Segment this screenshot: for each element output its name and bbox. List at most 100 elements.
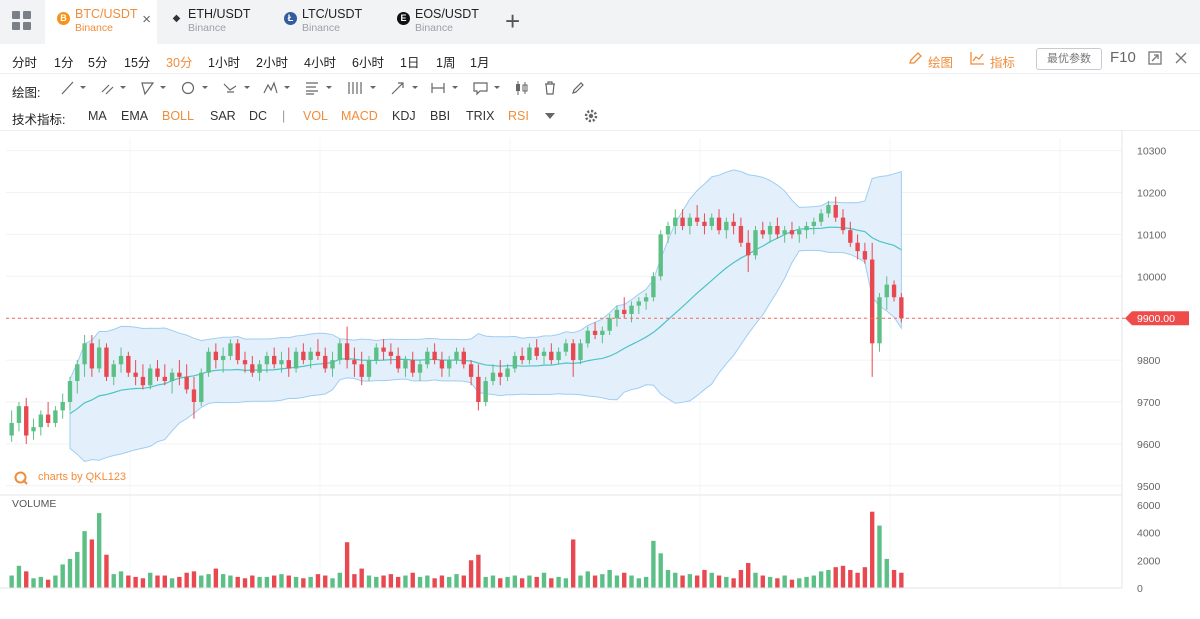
- layout-grid-icon[interactable]: [12, 11, 32, 31]
- indicator-sar[interactable]: SAR: [210, 109, 236, 123]
- candle-body: [731, 221, 736, 226]
- volume-bar: [797, 578, 802, 588]
- period-option[interactable]: 6小时: [352, 56, 384, 70]
- circle-tool-icon[interactable]: [180, 80, 212, 96]
- trash-icon[interactable]: [542, 80, 558, 96]
- candle-body: [811, 221, 817, 226]
- period-option[interactable]: 1日: [400, 56, 420, 70]
- candle-body: [607, 318, 612, 331]
- candle-body: [140, 376, 146, 386]
- indicator-bbi[interactable]: BBI: [430, 109, 451, 123]
- period-option[interactable]: 分时: [12, 56, 38, 70]
- candle-body: [16, 406, 22, 423]
- arrow-tool-icon[interactable]: [390, 80, 422, 96]
- indicator-ma[interactable]: MA: [88, 109, 107, 123]
- candle-body: [104, 347, 109, 377]
- period-option[interactable]: 15分: [124, 56, 151, 70]
- candle-body: [9, 422, 14, 436]
- tab-eos-usdt[interactable]: E EOS/USDT Binance: [385, 0, 497, 44]
- comment-tool-icon[interactable]: [472, 80, 504, 96]
- volume-bar: [330, 578, 335, 588]
- candle-body: [264, 355, 270, 365]
- volume-bar: [271, 575, 277, 588]
- candle-body: [556, 351, 561, 361]
- period-option[interactable]: 2小时: [256, 56, 288, 70]
- period-option[interactable]: 5分: [88, 56, 108, 70]
- volume-bar: [563, 578, 569, 588]
- volume-bar: [323, 575, 328, 588]
- drawing-toolbar: 绘图:: [0, 74, 1200, 102]
- pattern-tool-icon[interactable]: [262, 80, 294, 96]
- text-tool-icon[interactable]: [304, 80, 336, 96]
- volume-bar: [279, 574, 284, 588]
- indicator-dc[interactable]: DC: [249, 109, 268, 123]
- volume-bar: [694, 575, 700, 588]
- parallel-line-tool-icon[interactable]: [100, 80, 130, 96]
- period-option[interactable]: 4小时: [304, 56, 336, 70]
- period-option[interactable]: 1小时: [208, 56, 240, 70]
- indicator-kdj[interactable]: KDJ: [392, 109, 416, 123]
- best-params-button[interactable]: 最优参数: [1036, 48, 1102, 70]
- candle-body: [862, 251, 868, 260]
- fullscreen-icon[interactable]: [1148, 51, 1162, 65]
- indicator-ema[interactable]: EMA: [121, 109, 149, 123]
- candle-tool-icon[interactable]: [514, 80, 530, 96]
- volume-bar: [417, 576, 423, 588]
- candle-body: [395, 355, 401, 369]
- volume-bar: [687, 574, 693, 588]
- price-tick-label: 10200: [1137, 187, 1166, 199]
- drawing-label: 绘图:: [12, 86, 41, 100]
- volume-bar: [658, 553, 663, 588]
- trend-line-tool-icon[interactable]: [60, 80, 90, 96]
- volume-bar: [476, 554, 481, 588]
- volume-bar: [439, 575, 445, 588]
- add-tab-button[interactable]: +: [505, 6, 521, 36]
- chevron-down-icon[interactable]: [545, 113, 555, 119]
- range-tool-icon[interactable]: [430, 80, 462, 96]
- indicator-rsi[interactable]: RSI: [508, 109, 529, 123]
- eos-icon: E: [397, 12, 410, 25]
- ethereum-icon: ◆: [172, 13, 181, 24]
- tab-eth-usdt[interactable]: ◆ ETH/USDT Binance: [158, 0, 270, 44]
- candle-body: [191, 389, 197, 402]
- close-icon[interactable]: [1174, 51, 1188, 65]
- indicator-vol[interactable]: VOL: [303, 109, 329, 123]
- candle-body: [330, 360, 335, 369]
- period-option[interactable]: 1月: [470, 56, 490, 70]
- gear-icon[interactable]: [583, 108, 599, 124]
- candle-body: [184, 376, 189, 390]
- vertical-lines-tool-icon[interactable]: [346, 80, 378, 96]
- triangle-tool-icon[interactable]: [140, 80, 170, 96]
- indicator-trix[interactable]: TRIX: [466, 109, 495, 123]
- volume-bar: [359, 568, 364, 588]
- close-icon[interactable]: ×: [142, 11, 151, 28]
- fib-tool-icon[interactable]: [222, 80, 254, 96]
- volume-bar: [622, 572, 627, 588]
- pen-icon[interactable]: [570, 80, 586, 96]
- draw-button[interactable]: 绘图: [928, 56, 954, 70]
- candle-body: [468, 364, 474, 377]
- tab-btc-usdt[interactable]: B BTC/USDT Binance ×: [45, 0, 157, 44]
- period-option-active[interactable]: 30分: [166, 56, 193, 70]
- volume-bar: [527, 575, 532, 588]
- volume-bar: [643, 576, 649, 588]
- last-price-tag: [1125, 311, 1189, 326]
- indicator-button[interactable]: 指标: [990, 56, 1016, 70]
- volume-bar: [760, 575, 765, 588]
- volume-bar: [228, 575, 233, 588]
- volume-bar: [381, 575, 386, 588]
- f10-button[interactable]: F10: [1110, 49, 1136, 66]
- period-option[interactable]: 1分: [54, 56, 74, 70]
- candle-body: [250, 364, 255, 373]
- volume-bar: [425, 575, 430, 588]
- tab-ltc-usdt[interactable]: Ł LTC/USDT Binance: [272, 0, 384, 44]
- volume-bar: [549, 578, 554, 588]
- volume-bar: [724, 576, 729, 588]
- indicator-boll[interactable]: BOLL: [162, 109, 194, 123]
- indicator-macd[interactable]: MACD: [341, 109, 378, 123]
- period-option[interactable]: 1周: [436, 56, 456, 70]
- candle-body: [60, 402, 65, 411]
- volume-bar: [403, 575, 408, 588]
- price-tick-label: 10300: [1137, 146, 1166, 158]
- candlestick-chart[interactable]: 1030010200101001000099009800970096009500…: [0, 130, 1200, 619]
